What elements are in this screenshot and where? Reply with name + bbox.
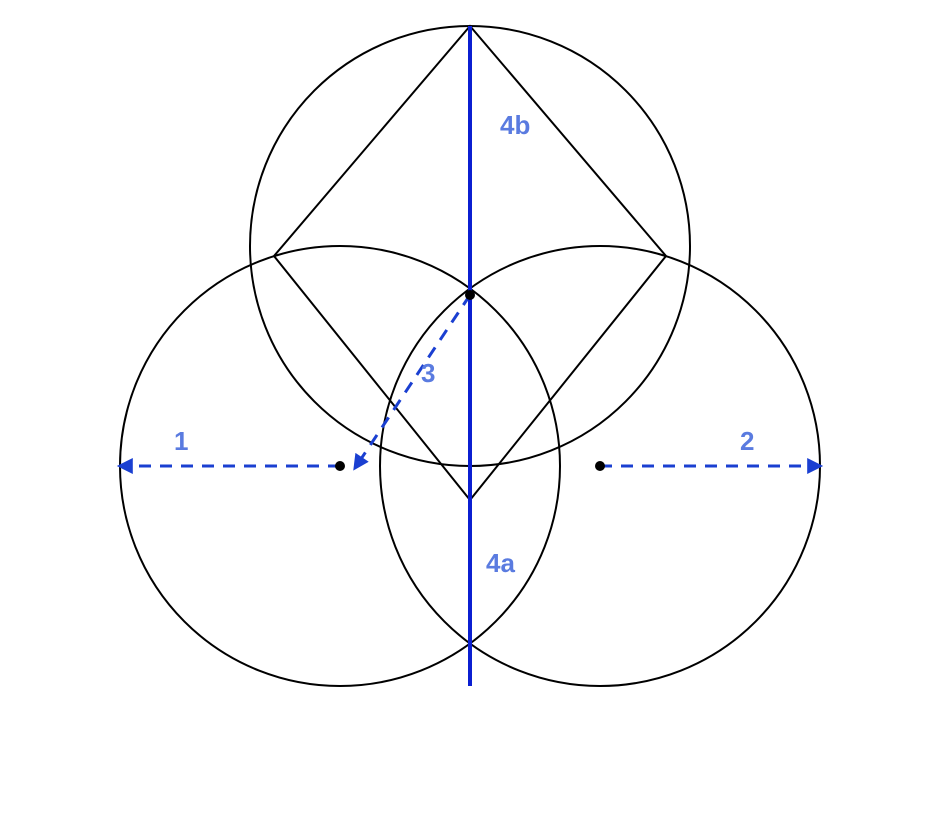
- intersection-dot-top: [465, 290, 475, 300]
- label-l2: 2: [740, 426, 754, 456]
- label-l3: 3: [421, 358, 435, 388]
- label-l1: 1: [174, 426, 188, 456]
- center-dot-left: [335, 461, 345, 471]
- label-l4a: 4a: [486, 548, 515, 578]
- center-dot-right: [595, 461, 605, 471]
- label-l4b: 4b: [500, 110, 530, 140]
